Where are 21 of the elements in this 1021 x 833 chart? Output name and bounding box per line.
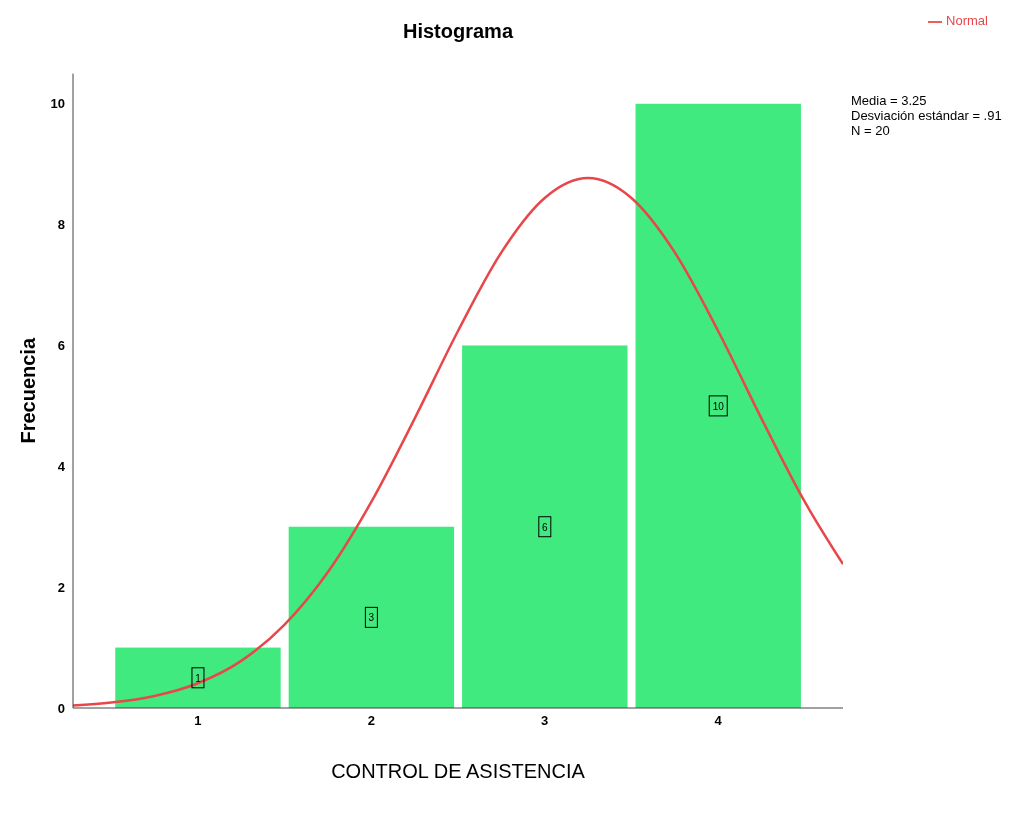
- y-tick-label: 10: [50, 96, 65, 112]
- data-label: 3: [368, 612, 375, 624]
- x-tick-label: 4: [714, 713, 723, 729]
- text: Desviación estándar = .91: [851, 108, 1002, 123]
- y-axis-title: Frecuencia: [17, 337, 40, 444]
- y-tick-label: 6: [57, 338, 65, 354]
- x-tick-label: 2: [367, 713, 375, 729]
- data-label: 1: [195, 672, 202, 684]
- x-axis-title: CONTROL DE ASISTENCIA: [331, 760, 586, 782]
- y-tick-label: 0: [57, 700, 65, 716]
- y-tick-label: 8: [57, 217, 65, 233]
- text: Media = 3.25: [851, 93, 928, 108]
- text: N = 20: [851, 123, 891, 138]
- data-label: 6: [542, 521, 549, 533]
- x-tick-label: 3: [541, 713, 549, 729]
- y-tick-label: 4: [57, 458, 66, 474]
- y-tick-label: 2: [57, 579, 65, 595]
- data-label: 10: [712, 400, 725, 412]
- legend-label: Normal: [946, 13, 988, 28]
- x-tick-label: 1: [194, 713, 202, 729]
- chart-title: Histograma: [402, 20, 515, 43]
